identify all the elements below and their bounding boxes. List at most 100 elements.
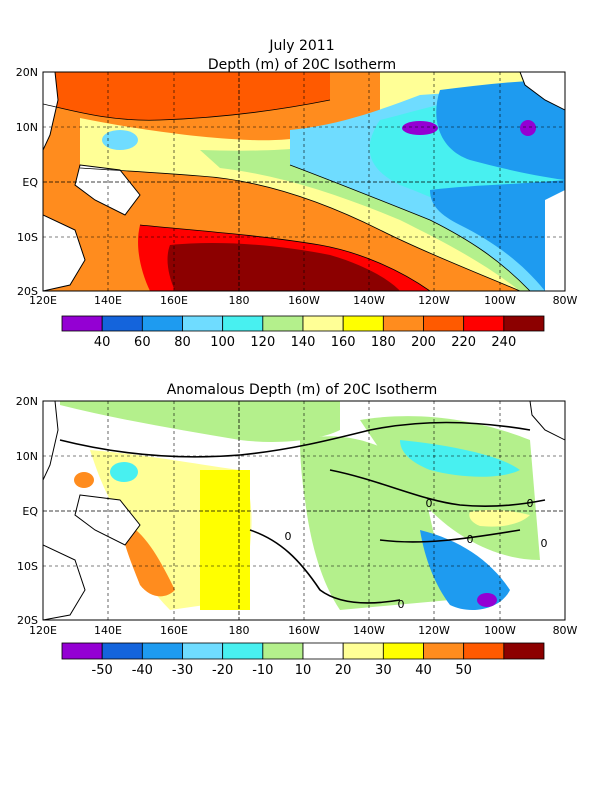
- bottom-title: Anomalous Depth (m) of 20C Isotherm: [167, 382, 438, 398]
- bottom-colorbar-label: 30: [375, 663, 392, 678]
- bottom-map-frame: [42, 400, 566, 621]
- depth-contour: [43, 99, 331, 121]
- bottom-grid: [43, 401, 565, 620]
- land-asia: [43, 72, 59, 151]
- top-lon-tick: 140W: [353, 294, 385, 307]
- top-colorbar-label: 60: [134, 335, 151, 350]
- bottom-colorbar-label: -20: [212, 663, 233, 678]
- anomaly-dateline-positive: [200, 470, 250, 610]
- top-panel: July 2011 Depth (m) of 20C Isotherm: [16, 38, 578, 350]
- bottom-colorbar-label: -40: [132, 663, 153, 678]
- top-lon-tick: 80W: [553, 294, 578, 307]
- top-colorbar-swatch: [463, 315, 505, 332]
- contour-label-zero: 0: [527, 497, 534, 510]
- bottom-colorbar-label: -30: [172, 663, 193, 678]
- top-colorbar-label: 240: [491, 335, 516, 350]
- bottom-lat-tick: 20S: [17, 614, 38, 627]
- land-new-guinea: [74, 164, 141, 216]
- anomaly-maximum-southwest: [120, 520, 175, 597]
- anomaly-southeast-blue: [420, 530, 510, 610]
- land-central-america: [529, 401, 565, 441]
- bottom-lon-tick: 140W: [353, 624, 385, 637]
- contour-labels: 0 0 0 0 0 0 0: [285, 497, 548, 611]
- bottom-map: 0 0 0 0 0 0 0: [43, 401, 565, 620]
- contour-label-zero: 0: [398, 598, 405, 611]
- bottom-colorbar-swatch: [342, 642, 384, 660]
- contour-label-zero: 0: [541, 537, 548, 550]
- bottom-lon-tick: 100W: [484, 624, 516, 637]
- top-lon-axis: 120E 140E 160E 180 160W 140W 120W 100W 8…: [29, 294, 578, 307]
- bottom-colorbar-swatch: [222, 642, 264, 660]
- top-lon-tick: 160E: [160, 294, 188, 307]
- contour-label-zero: 0: [426, 497, 433, 510]
- top-colorbar-label: 40: [94, 335, 111, 350]
- bottom-colorbar: -50 -40 -30 -20 -10 10 20 30 40 50: [61, 642, 545, 678]
- top-lon-tick: 100W: [484, 294, 516, 307]
- bottom-lat-tick: 10S: [17, 560, 38, 573]
- depth-field-blue-band: [436, 80, 565, 180]
- land-south-america: [545, 190, 565, 291]
- top-colorbar-label: 120: [250, 335, 275, 350]
- bottom-colorbar-label: 10: [295, 663, 312, 678]
- bottom-colorbar-swatch: [302, 642, 344, 660]
- bottom-colorbar-label: 50: [455, 663, 472, 678]
- top-lon-tick: 160W: [288, 294, 320, 307]
- depth-minimum-10n-90w: [520, 120, 536, 136]
- land-australia: [43, 214, 86, 291]
- top-colorbar-label: 200: [411, 335, 436, 350]
- bottom-colorbar-swatch: [463, 642, 505, 660]
- bottom-lat-axis: 20N 10N EQ 10S 20S: [16, 395, 39, 627]
- bottom-colorbar-label: -10: [252, 663, 273, 678]
- top-title-line1: July 2011: [268, 38, 334, 54]
- anomaly-east-cyan: [400, 440, 520, 477]
- bottom-lon-tick: 80W: [553, 624, 578, 637]
- top-lon-tick: 120W: [418, 294, 450, 307]
- top-lat-tick: 10N: [16, 121, 38, 134]
- top-colorbar-label: 140: [291, 335, 316, 350]
- bottom-colorbar-label: 40: [415, 663, 432, 678]
- land-australia: [43, 544, 86, 620]
- anomaly-zero-contour: [249, 529, 401, 604]
- anomaly-zero-contour: [59, 421, 531, 458]
- bottom-lat-tick: 10N: [16, 450, 38, 463]
- depth-field-north-band: [43, 72, 330, 121]
- bottom-colorbar-swatch: [101, 642, 143, 660]
- bottom-lat-tick: EQ: [22, 505, 38, 518]
- contour-label-zero: 0: [467, 533, 474, 546]
- depth-minimum-10n-140e: [102, 130, 138, 150]
- bottom-colorbar-swatch: [182, 642, 224, 660]
- top-grid: [43, 72, 565, 291]
- top-colorbar-swatch: [101, 315, 143, 332]
- bottom-lon-tick: 120E: [29, 624, 57, 637]
- bottom-colorbar-swatch: [503, 642, 545, 660]
- bottom-lon-tick: 160E: [160, 624, 188, 637]
- anomaly-maximum-10n-130e: [74, 472, 94, 488]
- top-title-line2: Depth (m) of 20C Isotherm: [208, 57, 396, 73]
- top-colorbar-swatch: [302, 315, 344, 332]
- top-colorbar-label: 160: [331, 335, 356, 350]
- bottom-lon-tick: 120W: [418, 624, 450, 637]
- bottom-colorbar-swatch: [262, 642, 304, 660]
- depth-minimum-10n-120w: [402, 121, 438, 135]
- bottom-lon-tick: 180: [229, 624, 250, 637]
- depth-field-blue-east: [430, 180, 565, 291]
- top-colorbar-swatch: [382, 315, 424, 332]
- top-colorbar-swatch: [262, 315, 304, 332]
- anomaly-minimum-10n-140e: [110, 462, 138, 482]
- land-central-america: [519, 72, 565, 111]
- top-colorbar-swatch: [423, 315, 465, 332]
- depth-contour: [139, 224, 431, 291]
- top-map: [43, 72, 565, 291]
- bottom-colorbar-swatch: [61, 642, 103, 660]
- top-colorbar-label: 220: [451, 335, 476, 350]
- bottom-lon-tick: 140E: [94, 624, 122, 637]
- top-colorbar-label: 180: [371, 335, 396, 350]
- bottom-lat-tick: 20N: [16, 395, 38, 408]
- top-lon-tick: 140E: [94, 294, 122, 307]
- bottom-lon-axis: 120E 140E 160E 180 160W 140W 120W 100W 8…: [29, 624, 578, 637]
- top-lat-tick: 10S: [17, 231, 38, 244]
- top-lat-tick: 20S: [17, 285, 38, 298]
- depth-contour: [79, 167, 521, 291]
- bottom-lon-tick: 160W: [288, 624, 320, 637]
